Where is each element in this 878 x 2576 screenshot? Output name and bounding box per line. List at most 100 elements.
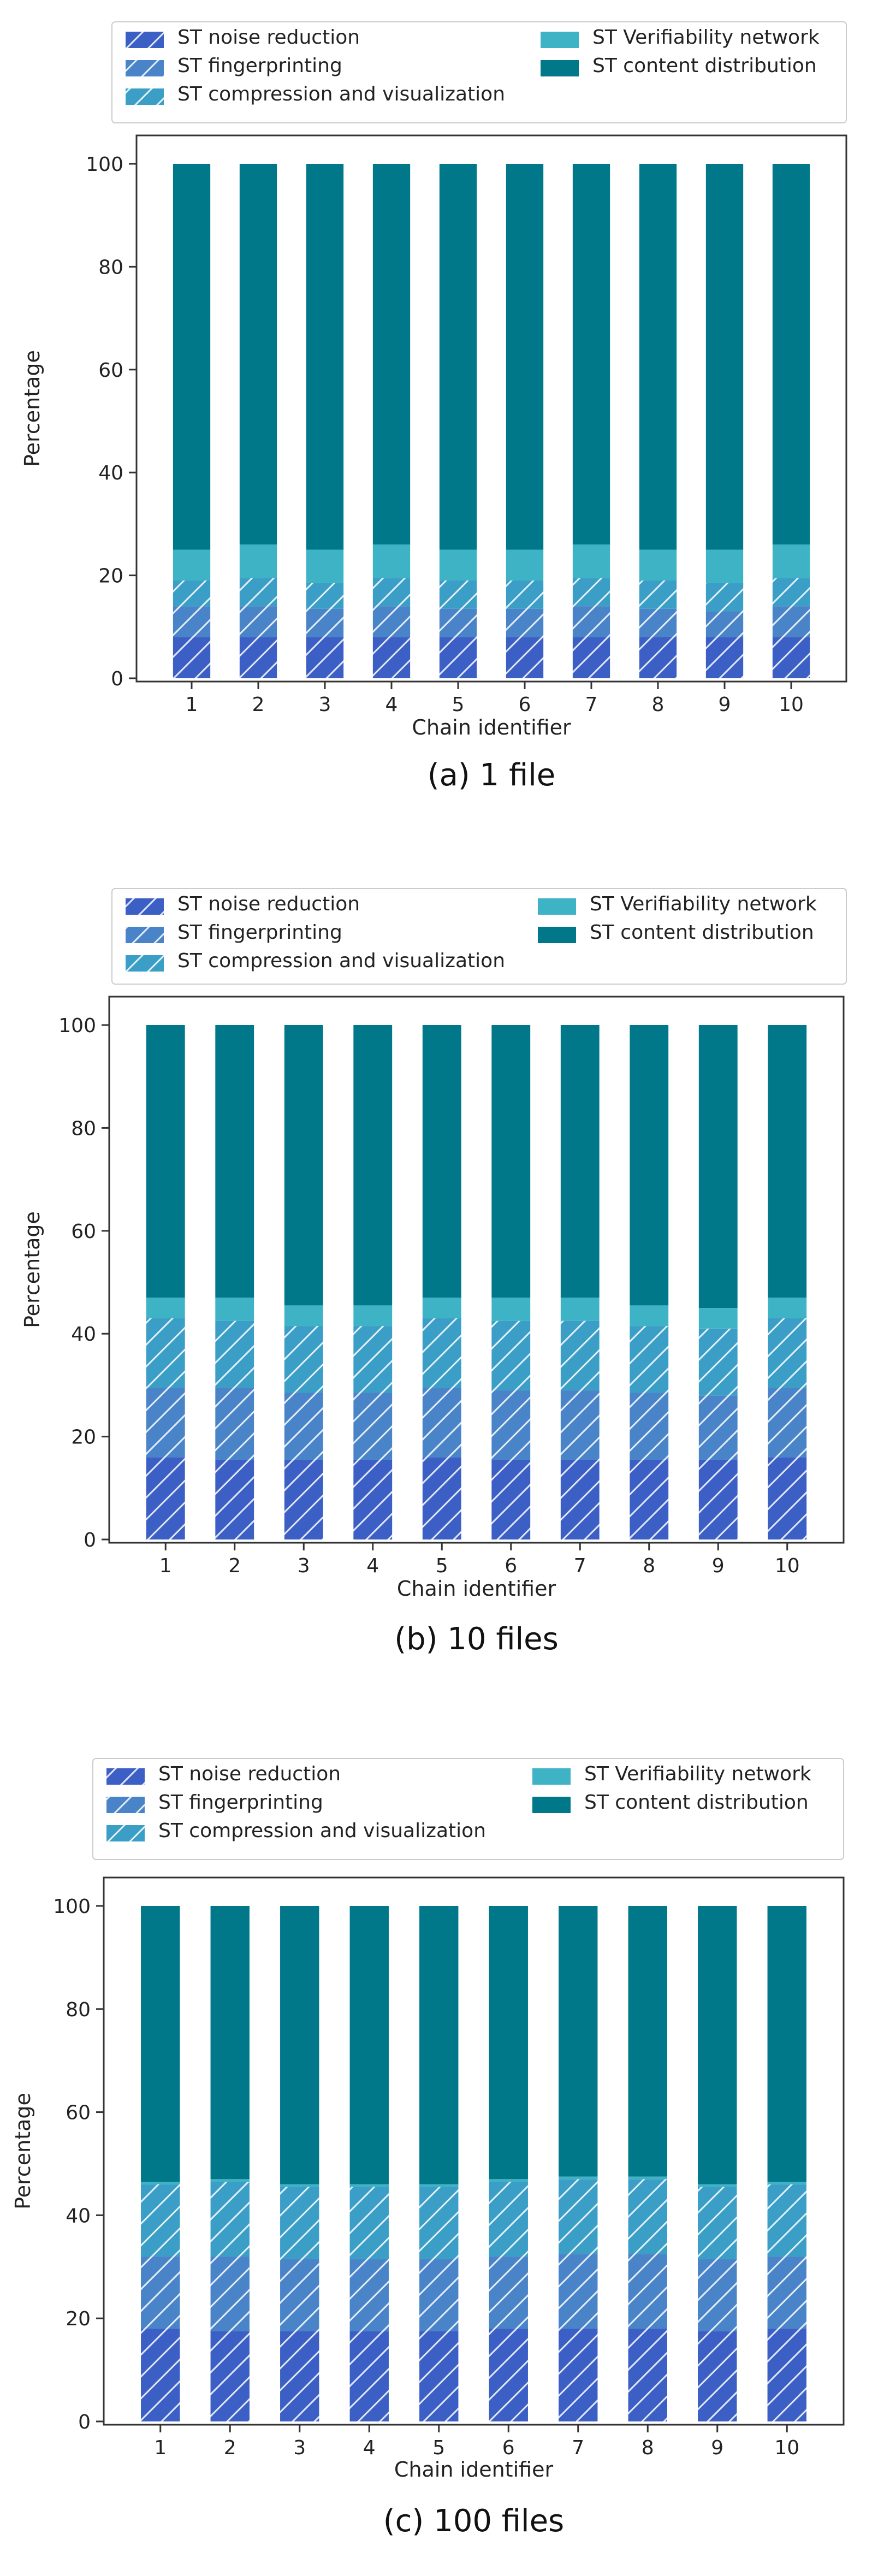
x-tick-label: 7 [574, 1555, 586, 1577]
bar-segment-fingerprinting [772, 606, 810, 637]
bar-segment-noise [768, 1457, 807, 1539]
legend-label-verifiability: ST Verifiability network [590, 893, 817, 915]
bar-segment-noise [284, 1459, 323, 1539]
bar-segment-noise [419, 2331, 459, 2421]
bar-segment-distribution [173, 164, 211, 550]
bar-segment-distribution [698, 1025, 738, 1308]
bar-segment-verifiability [772, 544, 810, 578]
y-tick-label: 60 [98, 359, 123, 382]
bar-segment-compression [349, 2187, 389, 2259]
legend-label-distribution: ST content distribution [590, 921, 814, 944]
bar-segment-fingerprinting [353, 1393, 393, 1460]
bar-segment-compression [353, 1326, 393, 1393]
bar-segment-compression [572, 578, 610, 607]
legend-swatch-distribution [532, 1797, 571, 1813]
bar-segment-compression [559, 2179, 598, 2254]
bar-segment-verifiability [698, 2184, 737, 2187]
bar-segment-verifiability [572, 544, 610, 578]
y-tick-label: 20 [71, 1426, 96, 1449]
y-tick-label: 0 [84, 1529, 96, 1551]
x-tick-label: 3 [319, 694, 331, 716]
bar-segment-noise [173, 637, 211, 678]
legend-swatch-fingerprinting [126, 927, 164, 943]
bar-segment-verifiability [439, 549, 477, 581]
legend-swatch-compression [126, 88, 164, 105]
bar-segment-compression [146, 1318, 185, 1388]
x-axis-label: Chain identifier [394, 2457, 554, 2482]
bar-segment-verifiability [280, 2184, 319, 2187]
bar-segment-noise [698, 2331, 737, 2421]
bar-segment-distribution [146, 1025, 185, 1298]
bar-segment-verifiability [560, 1298, 600, 1321]
bar-segment-distribution [559, 1906, 598, 2177]
figure-caption: (c) 100 files [383, 2503, 564, 2539]
bar-segment-distribution [491, 1025, 531, 1298]
bar-segment-compression [639, 581, 677, 609]
x-tick-label: 1 [186, 694, 198, 716]
bar-segment-fingerprinting [572, 606, 610, 637]
y-tick-label: 80 [98, 256, 123, 279]
y-tick-label: 20 [66, 2308, 91, 2330]
bar-segment-distribution [767, 1906, 806, 2182]
bar-segment-compression [173, 581, 211, 607]
bar-segment-fingerprinting [349, 2259, 389, 2331]
bar-segment-fingerprinting [560, 1390, 600, 1460]
bar-segment-verifiability [215, 1298, 254, 1321]
x-tick-label: 7 [585, 694, 598, 716]
bar-segment-distribution [353, 1025, 393, 1306]
bar-segment-verifiability [419, 2184, 459, 2187]
y-axis-label: Percentage [20, 350, 44, 467]
bar-segment-compression [306, 583, 344, 609]
x-tick-label: 10 [774, 2437, 799, 2459]
x-tick-label: 8 [642, 2437, 654, 2459]
bar-segment-noise [422, 1457, 461, 1539]
x-tick-label: 2 [224, 2437, 236, 2459]
bar-segment-distribution [280, 1906, 319, 2184]
legend-label-compression: ST compression and visualization [177, 950, 505, 972]
bar-segment-fingerprinting [628, 2254, 667, 2329]
legend-label-noise: ST noise reduction [177, 26, 360, 49]
bar-segment-distribution [560, 1025, 600, 1298]
bar-segment-distribution [439, 164, 477, 550]
bar-segment-noise [772, 637, 810, 678]
y-tick-label: 40 [66, 2205, 91, 2227]
legend-swatch-distribution [541, 60, 579, 76]
y-axis-label: Percentage [11, 2093, 35, 2210]
chart-panel-a: ST noise reduction ST fingerprinting ST co… [0, 0, 878, 830]
legend-swatch-fingerprinting [126, 60, 164, 76]
figure-caption: (b) 10 files [394, 1621, 559, 1657]
bar-segment-verifiability [173, 549, 211, 581]
y-tick-label: 100 [58, 1015, 96, 1037]
chart-panel-c: ST noise reduction ST fingerprinting ST co… [0, 1731, 878, 2574]
legend-label-verifiability: ST Verifiability network [592, 26, 820, 49]
bar-segment-noise [639, 637, 677, 678]
legend-label-verifiability: ST Verifiability network [584, 1763, 811, 1785]
bar-segment-verifiability [489, 2179, 528, 2182]
bar-segment-distribution [698, 1906, 737, 2184]
x-tick-label: 6 [519, 694, 531, 716]
legend-swatch-noise [106, 1768, 145, 1785]
bar-segment-fingerprinting [141, 2256, 180, 2329]
bar-segment-compression [210, 2182, 250, 2257]
bar-segment-fingerprinting [280, 2259, 319, 2331]
x-tick-label: 9 [719, 694, 731, 716]
x-tick-label: 3 [293, 2437, 306, 2459]
legend-label-compression: ST compression and visualization [177, 83, 505, 105]
legend-swatch-noise [126, 898, 164, 915]
bar-segment-distribution [572, 164, 610, 545]
bar-segment-compression [280, 2187, 319, 2259]
x-tick-label: 5 [432, 2437, 445, 2459]
plot-frame [135, 134, 847, 683]
bar-segment-noise [215, 1459, 254, 1539]
bar-segment-verifiability [639, 549, 677, 581]
bar-segment-compression [630, 1326, 669, 1393]
bar-segment-compression [491, 1320, 531, 1390]
x-tick-label: 4 [385, 694, 398, 716]
bar-segment-distribution [628, 1906, 667, 2177]
bar-segment-noise [560, 1459, 600, 1539]
bar-segment-fingerprinting [146, 1388, 185, 1458]
legend-swatch-compression [126, 955, 164, 972]
bar-segment-noise [559, 2329, 598, 2421]
bar-segment-noise [698, 1459, 738, 1539]
legend-box [111, 21, 847, 123]
